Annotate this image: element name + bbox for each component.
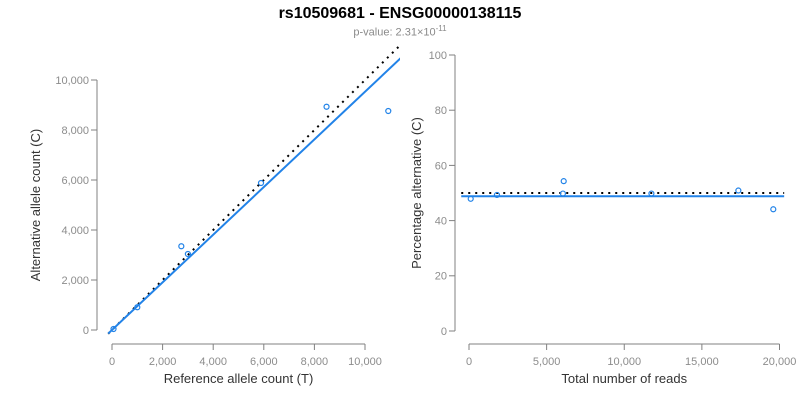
x-tick-label: 4,000 bbox=[199, 356, 227, 368]
x-tick-label: 20,000 bbox=[763, 356, 797, 368]
x-tick-label: 8,000 bbox=[301, 356, 329, 368]
data-point bbox=[648, 190, 655, 197]
x-tick-label: 10,000 bbox=[348, 356, 382, 368]
y-tick-label: 8,000 bbox=[61, 125, 89, 137]
pvalue-exponent: -11 bbox=[435, 24, 447, 33]
data-point bbox=[184, 250, 191, 258]
times-sign: × bbox=[416, 26, 424, 39]
data-point bbox=[178, 243, 185, 250]
x-axis-title: Reference allele count (T) bbox=[164, 371, 314, 386]
x-tick-label: 10,000 bbox=[607, 356, 641, 368]
data-point bbox=[559, 190, 567, 197]
y-tick-label: 40 bbox=[435, 215, 447, 227]
y-tick-label: 80 bbox=[435, 105, 447, 117]
pvalue-label: p-value: bbox=[353, 26, 393, 39]
data-point bbox=[110, 325, 117, 333]
y-tick-label: 60 bbox=[435, 160, 447, 172]
x-tick-label: 15,000 bbox=[685, 356, 719, 368]
data-point bbox=[770, 206, 777, 213]
y-tick-label: 4,000 bbox=[61, 225, 89, 237]
chart-title: rs10509681 - ENSG00000138115 bbox=[278, 5, 522, 22]
y-axis-title: Alternative allele count (C) bbox=[28, 129, 43, 281]
pvalue-mantissa: 2.31 bbox=[395, 26, 417, 39]
y-tick-label: 0 bbox=[83, 325, 89, 337]
data-point bbox=[257, 179, 265, 187]
x-tick-label: 0 bbox=[466, 356, 472, 368]
x-tick-label: 0 bbox=[109, 356, 115, 368]
percentage-plot: 0 5,000 10,000 15,000 20,000 0 20 40 60 80 100 Tota… bbox=[409, 50, 797, 386]
x-axis-title: Total number of reads bbox=[561, 371, 687, 386]
y-tick-label: 100 bbox=[429, 50, 447, 62]
y-tick-label: 20 bbox=[435, 271, 447, 283]
data-point bbox=[735, 187, 742, 194]
data-point bbox=[134, 304, 141, 311]
fit-line bbox=[107, 57, 400, 335]
y-tick-label: 0 bbox=[441, 326, 447, 338]
data-point bbox=[493, 191, 501, 199]
x-tick-label: 2,000 bbox=[149, 356, 177, 368]
x-tick-label: 5,000 bbox=[533, 356, 561, 368]
chart-subtitle: p-value: 2.31×10-11 bbox=[0, 24, 800, 39]
y-axis-title: Percentage alternative (C) bbox=[409, 117, 424, 269]
data-point bbox=[385, 107, 392, 115]
data-point bbox=[467, 195, 474, 202]
identity-line bbox=[107, 44, 400, 335]
data-point bbox=[560, 178, 567, 185]
allele-count-plot: 0 2,000 4,000 6,000 8,000 10,000 0 2,000 4,000 6,… bbox=[28, 44, 400, 386]
x-tick-label: 6,000 bbox=[250, 356, 278, 368]
y-tick-label: 6,000 bbox=[61, 175, 89, 187]
pvalue-base: 10 bbox=[423, 26, 436, 39]
data-point bbox=[323, 103, 330, 110]
y-tick-label: 2,000 bbox=[61, 275, 89, 287]
y-tick-label: 10,000 bbox=[55, 75, 89, 87]
